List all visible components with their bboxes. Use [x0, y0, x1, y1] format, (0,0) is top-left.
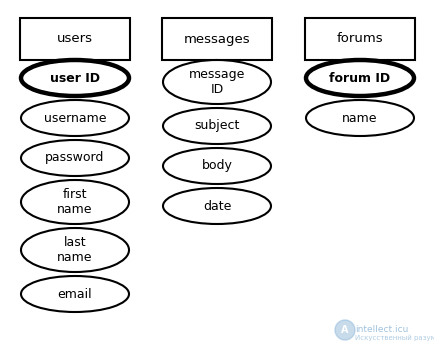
Ellipse shape [21, 60, 129, 96]
Ellipse shape [21, 276, 129, 312]
Text: forums: forums [337, 32, 383, 45]
Ellipse shape [163, 188, 271, 224]
Bar [20, 18, 130, 60]
Ellipse shape [163, 60, 271, 104]
Text: body: body [201, 159, 233, 172]
Text: messages: messages [184, 32, 250, 45]
Text: username: username [44, 112, 106, 125]
Text: email: email [58, 288, 92, 301]
Ellipse shape [163, 108, 271, 144]
Ellipse shape [163, 148, 271, 184]
Text: message
ID: message ID [189, 68, 245, 96]
Text: intellect.icu: intellect.icu [355, 326, 408, 334]
Bar [305, 18, 415, 60]
Text: A: A [341, 325, 349, 335]
Text: users: users [57, 32, 93, 45]
Text: password: password [45, 151, 105, 164]
Ellipse shape [21, 228, 129, 272]
Text: date: date [203, 200, 231, 213]
Ellipse shape [21, 180, 129, 224]
Text: last
name: last name [57, 236, 93, 264]
Text: Искусственный разум: Искусственный разум [355, 335, 434, 341]
Text: subject: subject [194, 119, 240, 132]
Text: forum ID: forum ID [329, 71, 391, 84]
Circle shape [335, 320, 355, 340]
Ellipse shape [21, 100, 129, 136]
Text: user ID: user ID [50, 71, 100, 84]
Ellipse shape [306, 60, 414, 96]
Bar [162, 18, 272, 60]
Text: first
name: first name [57, 188, 93, 216]
Ellipse shape [21, 140, 129, 176]
Ellipse shape [306, 100, 414, 136]
Text: name: name [342, 112, 378, 125]
